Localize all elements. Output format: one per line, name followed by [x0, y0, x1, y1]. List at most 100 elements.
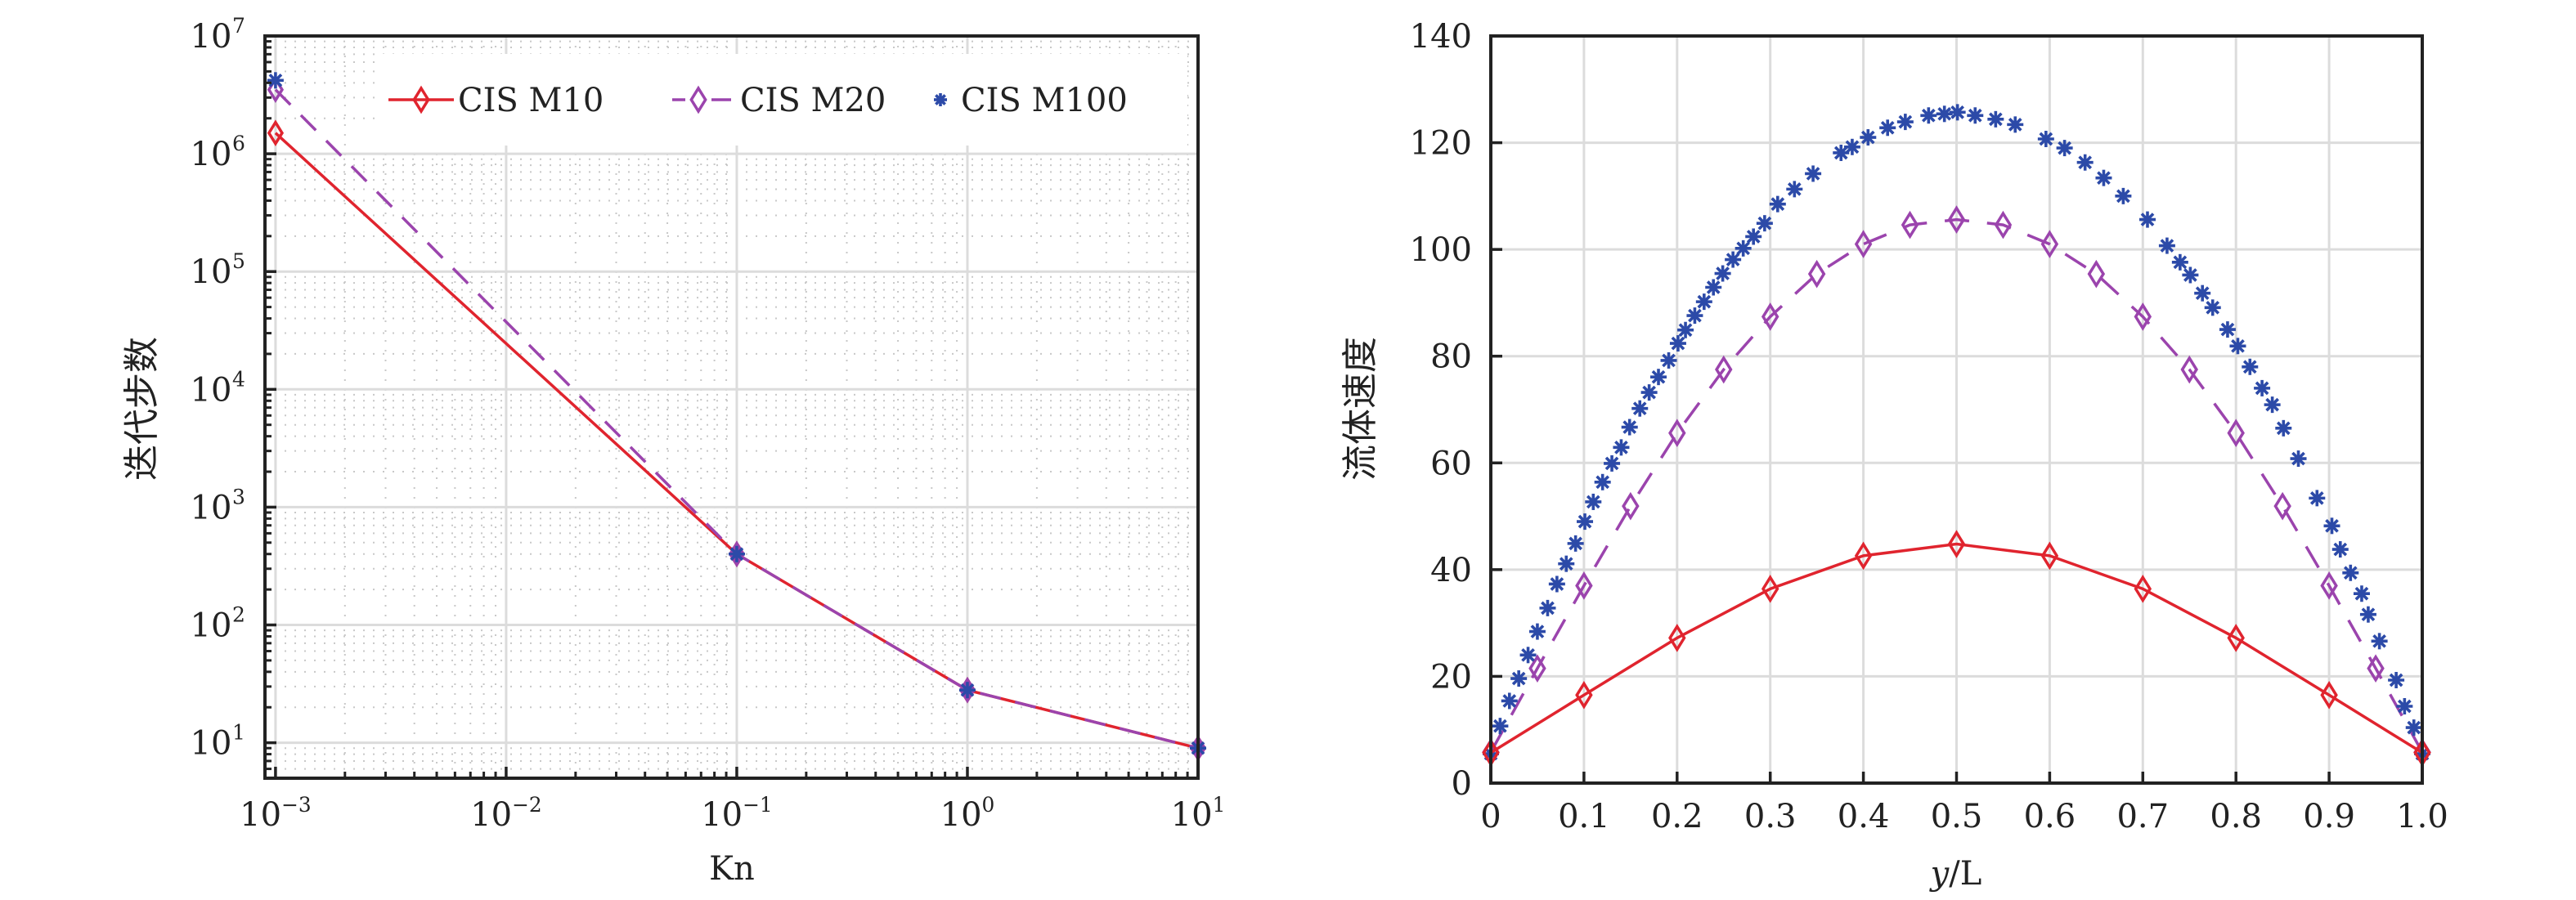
y-tick-exponent: 7	[232, 14, 245, 38]
data-point-marker	[1994, 210, 2013, 240]
data-point-marker	[2320, 680, 2338, 710]
data-point-marker	[1519, 647, 1537, 664]
data-point-marker	[1761, 302, 1779, 331]
left-y-axis-label: 迭代步数	[121, 337, 163, 481]
data-point-marker	[1843, 138, 1860, 155]
data-point-marker	[1548, 575, 1565, 593]
data-point-marker	[267, 119, 285, 147]
data-point-marker	[267, 72, 284, 89]
y-tick-label: 10	[191, 136, 232, 173]
y-tick-label: 10	[191, 489, 232, 526]
data-point-marker	[1756, 215, 1773, 232]
right-x-axis-label-italic: y	[1929, 855, 1950, 893]
data-point-marker	[1715, 355, 1733, 384]
data-point-marker	[958, 682, 976, 699]
data-point-marker	[2273, 491, 2291, 521]
data-point-marker	[2087, 259, 2106, 289]
series-cis-m100	[1483, 104, 2430, 763]
y-tick-exponent: 5	[232, 249, 245, 273]
y-tick-label: 10	[191, 725, 232, 763]
x-tick-label: 10−3	[240, 793, 311, 834]
y-tick-exponent: 1	[232, 721, 245, 745]
data-point-marker	[2320, 571, 2338, 600]
right-grid	[1489, 34, 2424, 785]
data-point-marker	[2290, 450, 2307, 468]
data-point-marker	[2040, 541, 2059, 571]
x-tick-label: 1.0	[2396, 798, 2448, 835]
series-line	[1489, 217, 2424, 753]
legend-item: CIS M10	[388, 82, 604, 119]
data-point-marker	[2180, 355, 2198, 384]
data-point-marker	[2037, 131, 2054, 148]
legend-marker	[689, 85, 707, 114]
data-point-marker	[1492, 718, 1509, 735]
data-point-marker	[2359, 606, 2376, 623]
data-point-marker	[2396, 697, 2413, 714]
legend-marker	[412, 85, 430, 114]
series-line	[274, 132, 1199, 750]
data-point-marker	[1896, 114, 1914, 131]
data-point-marker	[2309, 490, 2326, 507]
legend-label: CIS M100	[961, 82, 1128, 119]
data-point-marker	[1854, 541, 1873, 571]
data-point-marker	[2371, 633, 2388, 650]
x-tick-label: 0.5	[1931, 798, 1983, 835]
x-tick-label: 0.3	[1744, 798, 1797, 835]
data-point-marker	[1936, 105, 1953, 123]
data-point-marker	[1949, 104, 1966, 121]
y-tick-label: 20	[1430, 658, 1472, 696]
data-point-marker	[2242, 358, 2259, 375]
data-point-marker	[1668, 419, 1686, 448]
data-point-marker	[2353, 585, 2370, 602]
data-point-marker	[1854, 230, 1873, 258]
y-tick-label: 0	[1452, 765, 1472, 803]
legend-label: CIS M20	[740, 82, 886, 119]
data-point-marker	[2227, 624, 2245, 652]
data-point-marker	[2115, 187, 2132, 204]
y-tick-label: 10	[191, 607, 232, 645]
data-point-marker	[1604, 454, 1621, 472]
data-point-marker	[1879, 119, 1896, 137]
data-point-marker	[1669, 335, 1686, 352]
data-point-marker	[1567, 535, 1584, 552]
y-tick-label: 10	[191, 371, 232, 409]
legend-label: CIS M10	[458, 82, 604, 119]
y-tick-label: 10	[191, 18, 232, 56]
left-plot-frame	[263, 34, 1200, 780]
data-point-marker	[1805, 165, 1822, 182]
y-tick-label: 10	[191, 253, 232, 291]
data-point-marker	[1967, 107, 1984, 124]
data-point-marker	[1786, 181, 1803, 198]
data-point-marker	[2219, 321, 2236, 338]
data-point-marker	[2076, 154, 2094, 171]
data-point-marker	[2405, 719, 2422, 737]
data-point-marker	[2367, 654, 2385, 683]
data-point-marker	[1947, 530, 1966, 558]
x-tick-label: 0.1	[1558, 798, 1610, 835]
data-point-marker	[1594, 473, 1611, 490]
data-point-marker	[1705, 279, 1722, 296]
legend-item: CIS M20	[672, 82, 886, 119]
data-point-marker	[1725, 251, 1742, 268]
y-tick-label: 100	[1410, 231, 1472, 269]
data-point-marker	[2138, 211, 2156, 228]
data-point-marker	[1631, 400, 1649, 417]
data-point-marker	[1539, 599, 1556, 616]
data-point-marker	[1621, 419, 1638, 436]
data-point-marker	[2194, 284, 2211, 302]
data-point-marker	[1660, 351, 1677, 369]
data-point-marker	[2171, 253, 2188, 271]
data-point-marker	[2264, 396, 2281, 414]
data-point-marker	[2204, 299, 2221, 316]
y-tick-label: 80	[1430, 338, 1472, 376]
right-chart-velocity-profile: 0 0.1 0.2 0.3 0.4 0.5 0.6 0.7 0.8 0.9 1.0 0 20 40 60 80…	[1340, 18, 2448, 893]
y-tick-exponent: 3	[232, 485, 245, 508]
x-tick-label: 0.8	[2210, 798, 2262, 835]
y-tick-label: 140	[1410, 18, 1472, 56]
x-tick-label: 0.6	[2024, 798, 2076, 835]
data-point-marker	[2007, 116, 2024, 133]
x-tick-label: 101	[1171, 793, 1226, 834]
data-point-marker	[1585, 493, 1602, 510]
data-point-marker	[1714, 265, 1731, 282]
